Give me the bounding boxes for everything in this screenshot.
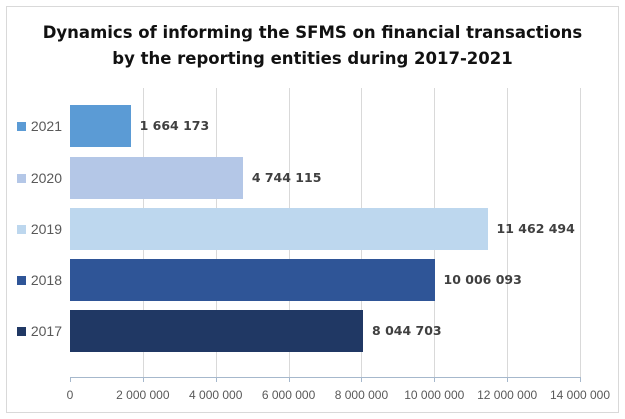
bar-2018: [70, 259, 435, 301]
legend-swatch-icon: [16, 275, 26, 285]
x-tick-label: 2 000 000: [116, 388, 170, 402]
data-label-2018: 10 006 093: [443, 272, 522, 287]
legend-swatch-icon: [16, 326, 26, 336]
chart-title-line-1: Dynamics of informing the SFMS on financ…: [42, 23, 583, 42]
x-tick-label: 6 000 000: [261, 388, 316, 402]
x-tick-mark: [215, 377, 217, 382]
category-text: 2017: [30, 323, 62, 339]
x-tick-label: 8 000 000: [334, 388, 389, 402]
x-tick-label: 0: [66, 388, 74, 402]
category-label-2018: 2018: [0, 270, 62, 290]
x-tick-mark: [288, 377, 290, 382]
x-tick-mark: [361, 377, 363, 382]
category-label-2017: 2017: [0, 321, 62, 341]
category-text: 2020: [30, 170, 62, 186]
x-tick-mark: [580, 377, 581, 382]
legend-swatch-icon: [16, 121, 26, 131]
category-label-2020: 2020: [0, 168, 62, 188]
x-tick-label: 12 000 000: [477, 388, 538, 402]
chart-title-line-2: by the reporting entities during 2017-20…: [112, 49, 513, 68]
x-tick-mark: [434, 377, 436, 382]
bar-2021: [70, 105, 131, 147]
data-label-2017: 8 044 703: [372, 323, 442, 338]
x-axis-line: [70, 377, 580, 378]
x-tick-label: 14 000 000: [549, 388, 611, 402]
category-text: 2018: [30, 272, 62, 288]
chart-title: Dynamics of informing the SFMS on financ…: [0, 20, 625, 72]
category-label-2021: 2021: [0, 116, 62, 136]
legend-swatch-icon: [16, 224, 26, 234]
bar-2020: [70, 157, 243, 199]
category-label-2019: 2019: [0, 219, 62, 239]
bar-2019: [70, 208, 488, 250]
data-label-2021: 1 664 173: [139, 118, 210, 133]
x-tick-label: 4 000 000: [189, 388, 243, 402]
x-tick-label: 10 000 000: [404, 388, 465, 402]
gridline: [580, 88, 581, 377]
data-label-2020: 4 744 115: [251, 170, 322, 185]
x-tick-mark: [507, 377, 509, 382]
gridline: [507, 88, 509, 377]
data-label-2019: 11 462 494: [496, 221, 575, 236]
x-tick-mark: [70, 377, 71, 382]
category-text: 2019: [30, 221, 62, 237]
bar-2017: [70, 310, 364, 352]
x-tick-mark: [142, 377, 144, 382]
category-text: 2021: [30, 118, 62, 134]
legend-swatch-icon: [16, 173, 26, 183]
